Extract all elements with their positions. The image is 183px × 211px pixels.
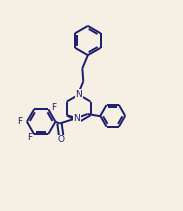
- Text: N: N: [75, 90, 82, 99]
- Text: F: F: [51, 103, 56, 112]
- Text: F: F: [27, 133, 32, 142]
- Text: N: N: [74, 114, 80, 123]
- Text: O: O: [58, 135, 65, 145]
- Text: F: F: [17, 117, 23, 126]
